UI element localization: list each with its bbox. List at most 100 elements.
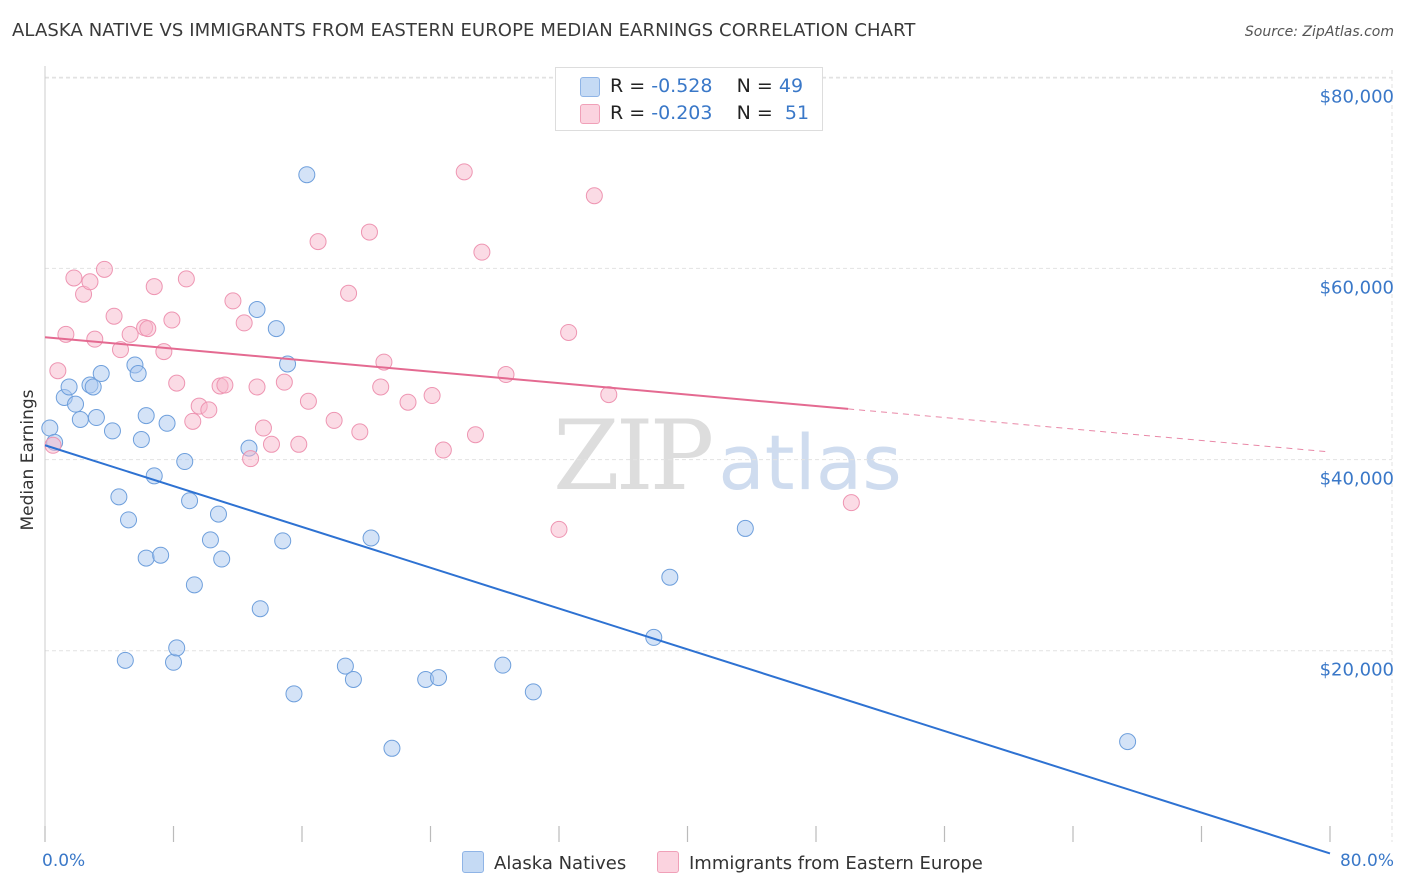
y-tick-label: $40,000 xyxy=(1319,468,1394,490)
data-point xyxy=(299,392,317,410)
data-point xyxy=(92,365,110,383)
data-point xyxy=(524,683,542,701)
data-point xyxy=(71,410,89,428)
data-point xyxy=(372,378,390,396)
data-point xyxy=(145,467,163,485)
data-point xyxy=(111,341,129,359)
x-tick-label-max: 80.0% xyxy=(1339,851,1394,871)
n-value: 51 xyxy=(784,102,810,124)
data-point xyxy=(60,378,78,396)
data-point xyxy=(274,532,292,550)
data-point xyxy=(336,657,354,675)
data-point xyxy=(262,435,280,453)
data-point xyxy=(254,419,272,437)
data-point xyxy=(176,453,194,471)
data-point xyxy=(550,520,568,538)
data-point xyxy=(434,441,452,459)
data-point xyxy=(242,450,260,468)
data-point xyxy=(216,376,234,394)
alaska-natives-points xyxy=(41,166,1137,757)
data-point xyxy=(309,233,327,251)
data-point xyxy=(132,431,150,449)
data-point xyxy=(325,411,343,429)
data-point xyxy=(168,639,186,657)
data-point xyxy=(200,401,218,419)
r-label: R = xyxy=(610,75,646,97)
trend-line xyxy=(44,336,849,410)
data-point xyxy=(430,669,448,687)
eastern-europe-swatch xyxy=(580,104,600,124)
data-point xyxy=(224,292,242,310)
data-point xyxy=(177,270,195,288)
data-point xyxy=(842,494,860,512)
data-point xyxy=(137,549,155,567)
n-label: N = xyxy=(736,75,773,97)
data-point xyxy=(120,511,138,529)
correlation-stats-box: R = -0.528 N = 49 R = -0.203 N = 51 xyxy=(555,67,823,131)
source-label: Source: ZipAtlas.com xyxy=(1244,24,1394,40)
data-point xyxy=(103,422,121,440)
data-point xyxy=(155,343,173,361)
y-tick-label: $80,000 xyxy=(1319,86,1394,108)
data-point xyxy=(360,223,378,241)
data-point xyxy=(185,576,203,594)
data-point xyxy=(455,163,473,181)
data-point xyxy=(661,568,679,586)
data-point xyxy=(129,365,147,383)
data-point xyxy=(285,685,303,703)
data-point xyxy=(585,187,603,205)
data-point xyxy=(139,320,157,338)
data-point xyxy=(81,273,99,291)
data-point xyxy=(163,311,181,329)
data-point xyxy=(116,651,134,669)
trend-lines xyxy=(44,336,1331,855)
data-point xyxy=(497,366,515,384)
data-point xyxy=(351,423,369,441)
data-point xyxy=(158,414,176,432)
eastern-europe-points xyxy=(44,163,860,538)
trend-line xyxy=(44,444,1331,855)
data-point xyxy=(152,546,170,564)
data-point xyxy=(290,435,308,453)
data-point xyxy=(275,373,293,391)
data-point xyxy=(65,269,83,287)
data-point xyxy=(168,374,186,392)
r-value: -0.528 xyxy=(651,75,713,97)
data-point xyxy=(375,353,393,371)
y-tick-label: $60,000 xyxy=(1319,277,1394,299)
data-point xyxy=(95,260,113,278)
data-point xyxy=(86,330,104,348)
legend-label: Alaska Natives xyxy=(494,853,627,874)
n-value: 49 xyxy=(778,75,804,97)
data-point xyxy=(560,323,578,341)
y-axis-label: Median Earnings xyxy=(18,389,38,531)
data-point xyxy=(251,600,269,618)
data-point xyxy=(494,656,512,674)
legend-item-eastern-europe[interactable]: Immigrants from Eastern Europe xyxy=(657,851,983,874)
legend-swatch xyxy=(462,851,484,873)
data-point xyxy=(181,492,199,510)
data-point xyxy=(423,387,441,405)
data-point xyxy=(184,412,202,430)
data-point xyxy=(645,628,663,646)
legend-item-alaska-natives[interactable]: Alaska Natives xyxy=(462,851,626,874)
legend-swatch xyxy=(657,851,679,873)
data-point xyxy=(383,739,401,757)
y-tick-label: $20,000 xyxy=(1319,659,1394,681)
data-point xyxy=(248,378,266,396)
data-point xyxy=(213,550,231,568)
data-point xyxy=(87,409,105,427)
data-point xyxy=(105,307,123,325)
n-label: N = xyxy=(736,102,773,124)
data-point xyxy=(121,325,139,343)
data-point xyxy=(67,395,85,413)
data-point xyxy=(235,314,253,332)
data-point xyxy=(466,426,484,444)
stats-text: R = -0.528 N = 49 xyxy=(610,75,803,97)
data-point xyxy=(248,301,266,319)
data-point xyxy=(209,505,227,523)
x-tick-label-min: 0.0% xyxy=(42,851,86,871)
data-point xyxy=(201,531,219,549)
legend-label: Immigrants from Eastern Europe xyxy=(689,853,983,874)
